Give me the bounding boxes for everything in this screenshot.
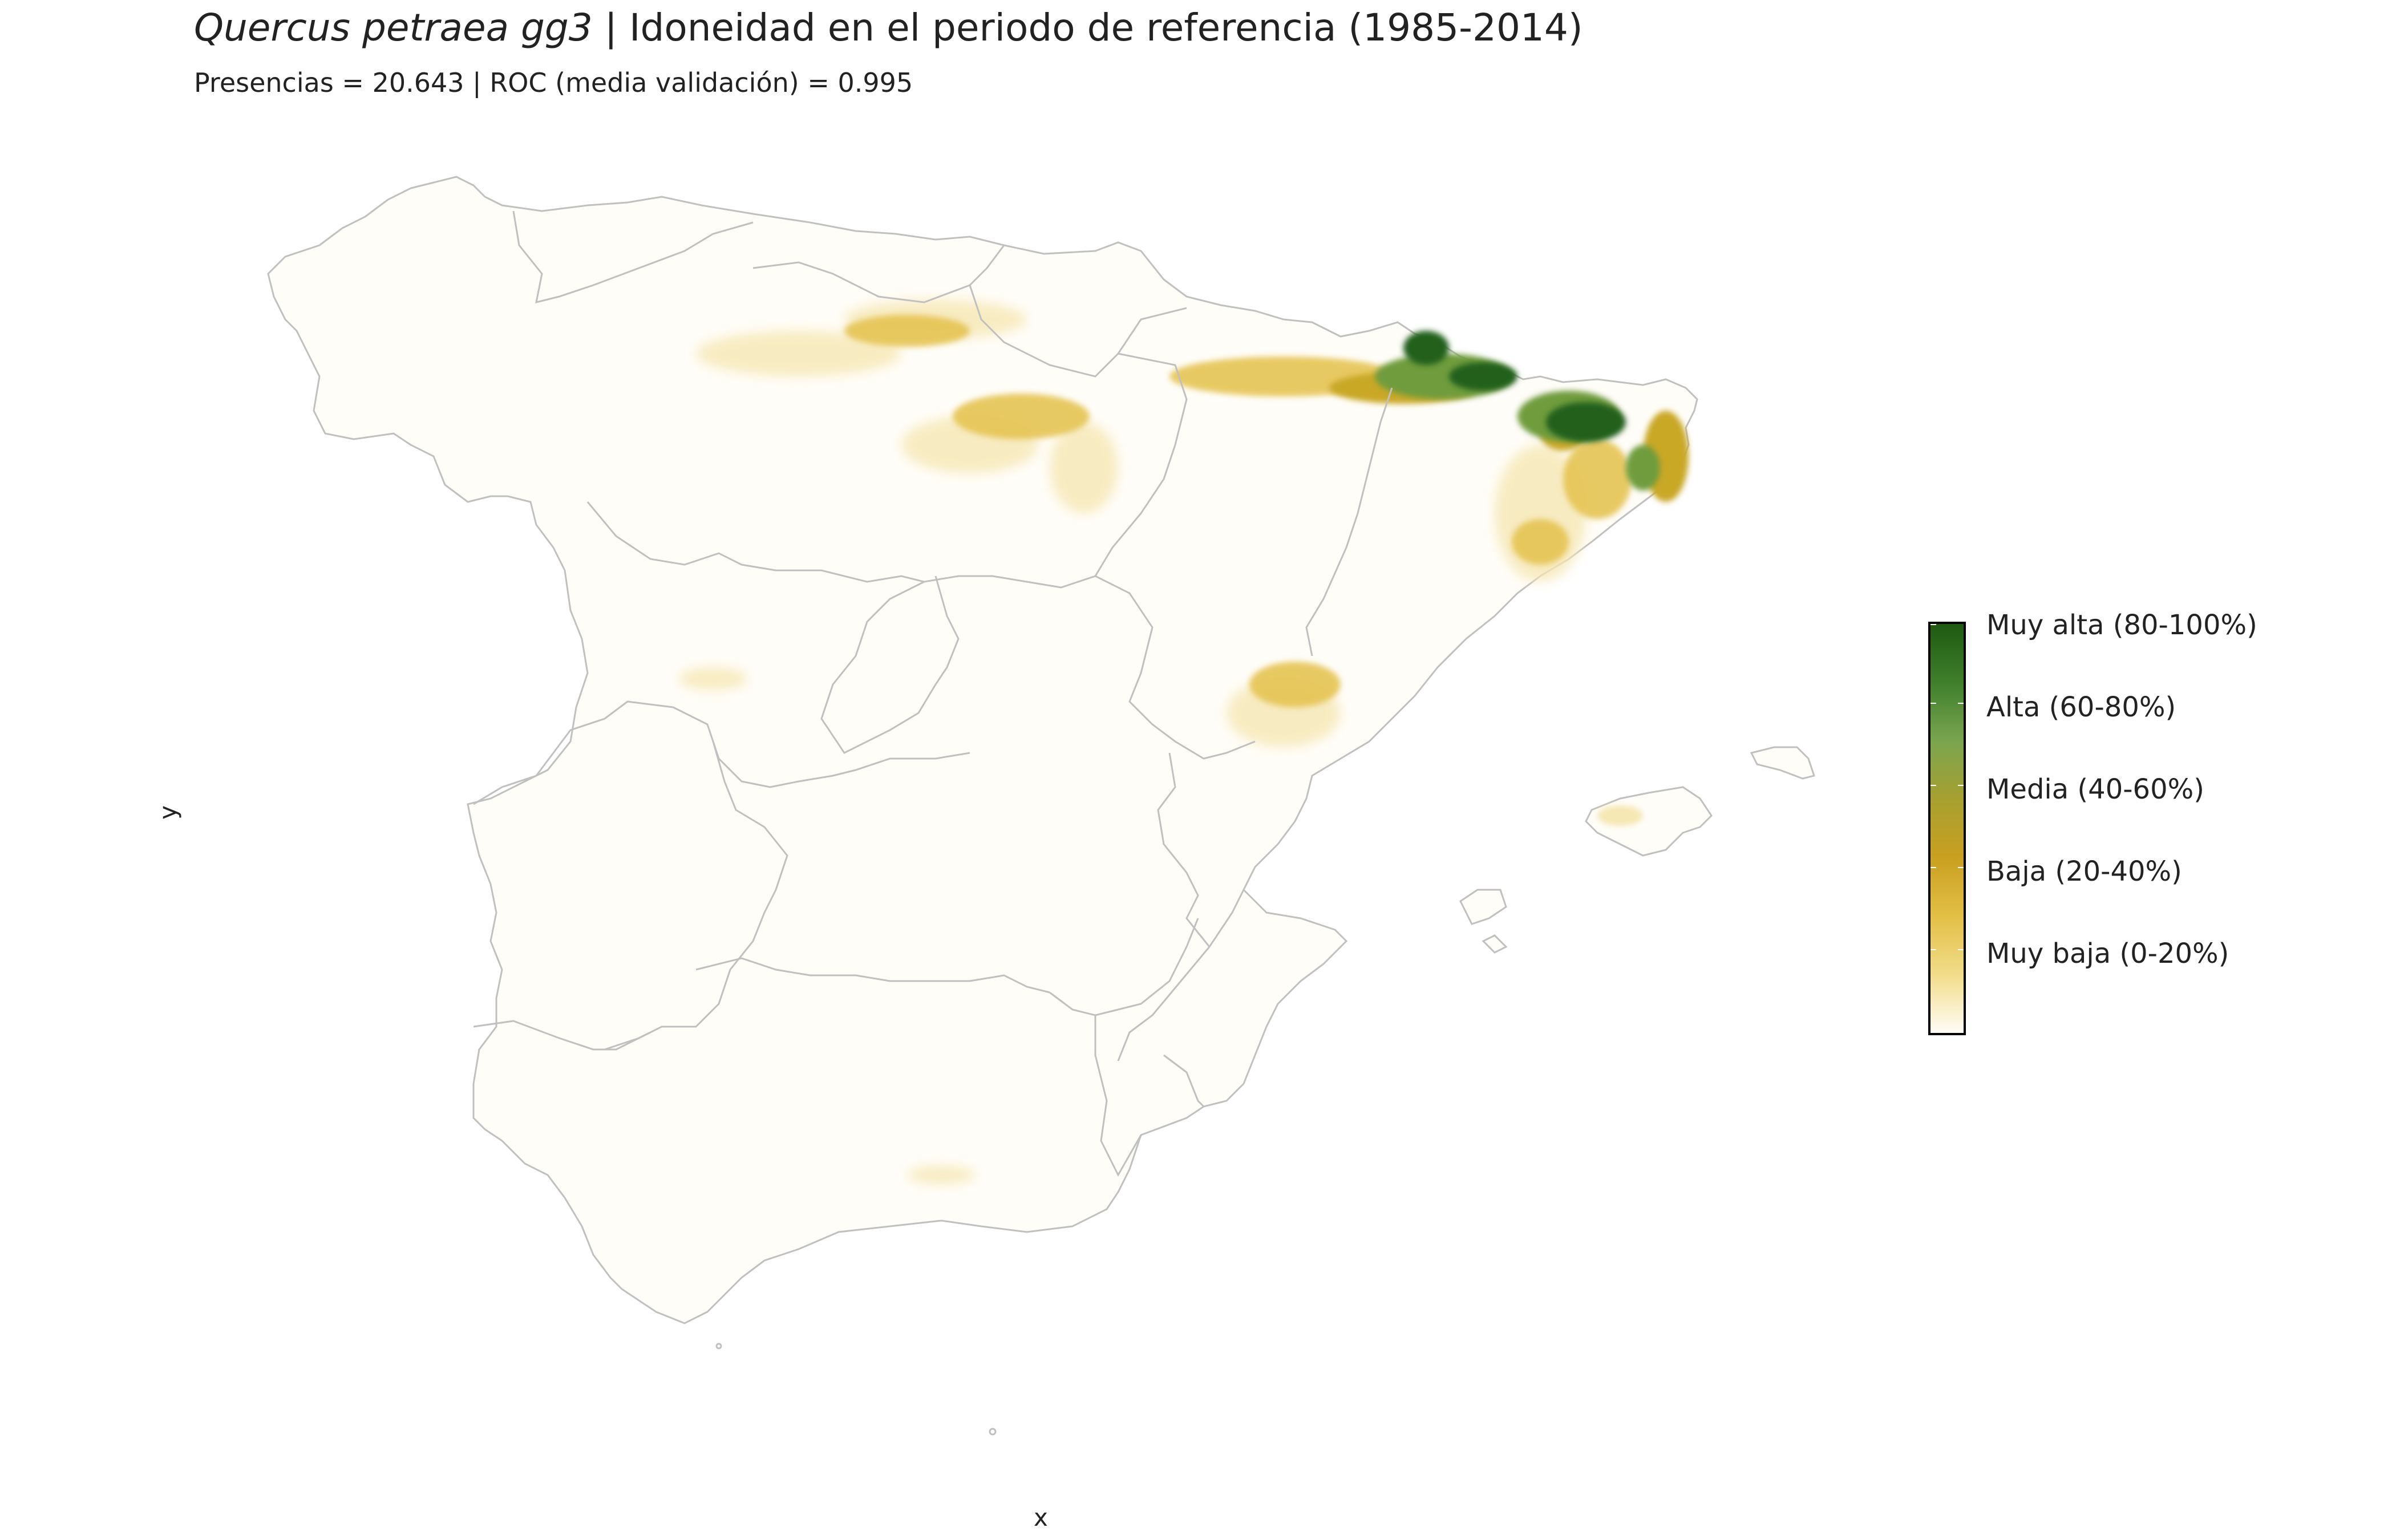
y-axis-label: y	[153, 805, 182, 820]
legend-label-high: Alta (60-80%)	[1986, 691, 2176, 723]
formentera	[1482, 934, 1508, 954]
legend-tick	[1958, 867, 1964, 868]
species-name: Quercus petraea gg3	[194, 6, 593, 50]
legend-tick	[1930, 703, 1936, 704]
region-borders	[473, 210, 1393, 1177]
mallorca-suitability	[1597, 805, 1643, 826]
map-title: Quercus petraea gg3 | Idoneidad en el pe…	[194, 6, 1583, 50]
title-rest: | Idoneidad en el periodo de referencia …	[592, 6, 1583, 50]
islet	[715, 1343, 722, 1349]
legend-tick	[1958, 703, 1964, 704]
legend-colorbar	[1928, 622, 1966, 1035]
ibiza	[1459, 889, 1507, 925]
mainland-spain	[267, 176, 1698, 1324]
legend-tick	[1930, 785, 1936, 786]
legend-label-low: Baja (20-40%)	[1986, 856, 2182, 887]
legend-label-very-low: Muy baja (0-20%)	[1986, 938, 2229, 970]
suitability-low-areas	[844, 315, 1632, 707]
islet	[989, 1428, 997, 1436]
map-subtitle: Presencias = 20.643 | ROC (media validac…	[194, 67, 913, 98]
menorca	[1750, 746, 1815, 780]
legend-tick	[1930, 867, 1936, 868]
x-axis-label: x	[1034, 1503, 1048, 1531]
suitability-very-high-areas	[1403, 331, 1626, 442]
legend-tick	[1958, 785, 1964, 786]
legend-tick	[1958, 949, 1964, 950]
legend-label-very-high: Muy alta (80-100%)	[1986, 609, 2257, 641]
mallorca	[1585, 786, 1713, 857]
legend-tick	[1930, 949, 1936, 950]
legend-label-medium: Media (40-60%)	[1986, 773, 2204, 805]
